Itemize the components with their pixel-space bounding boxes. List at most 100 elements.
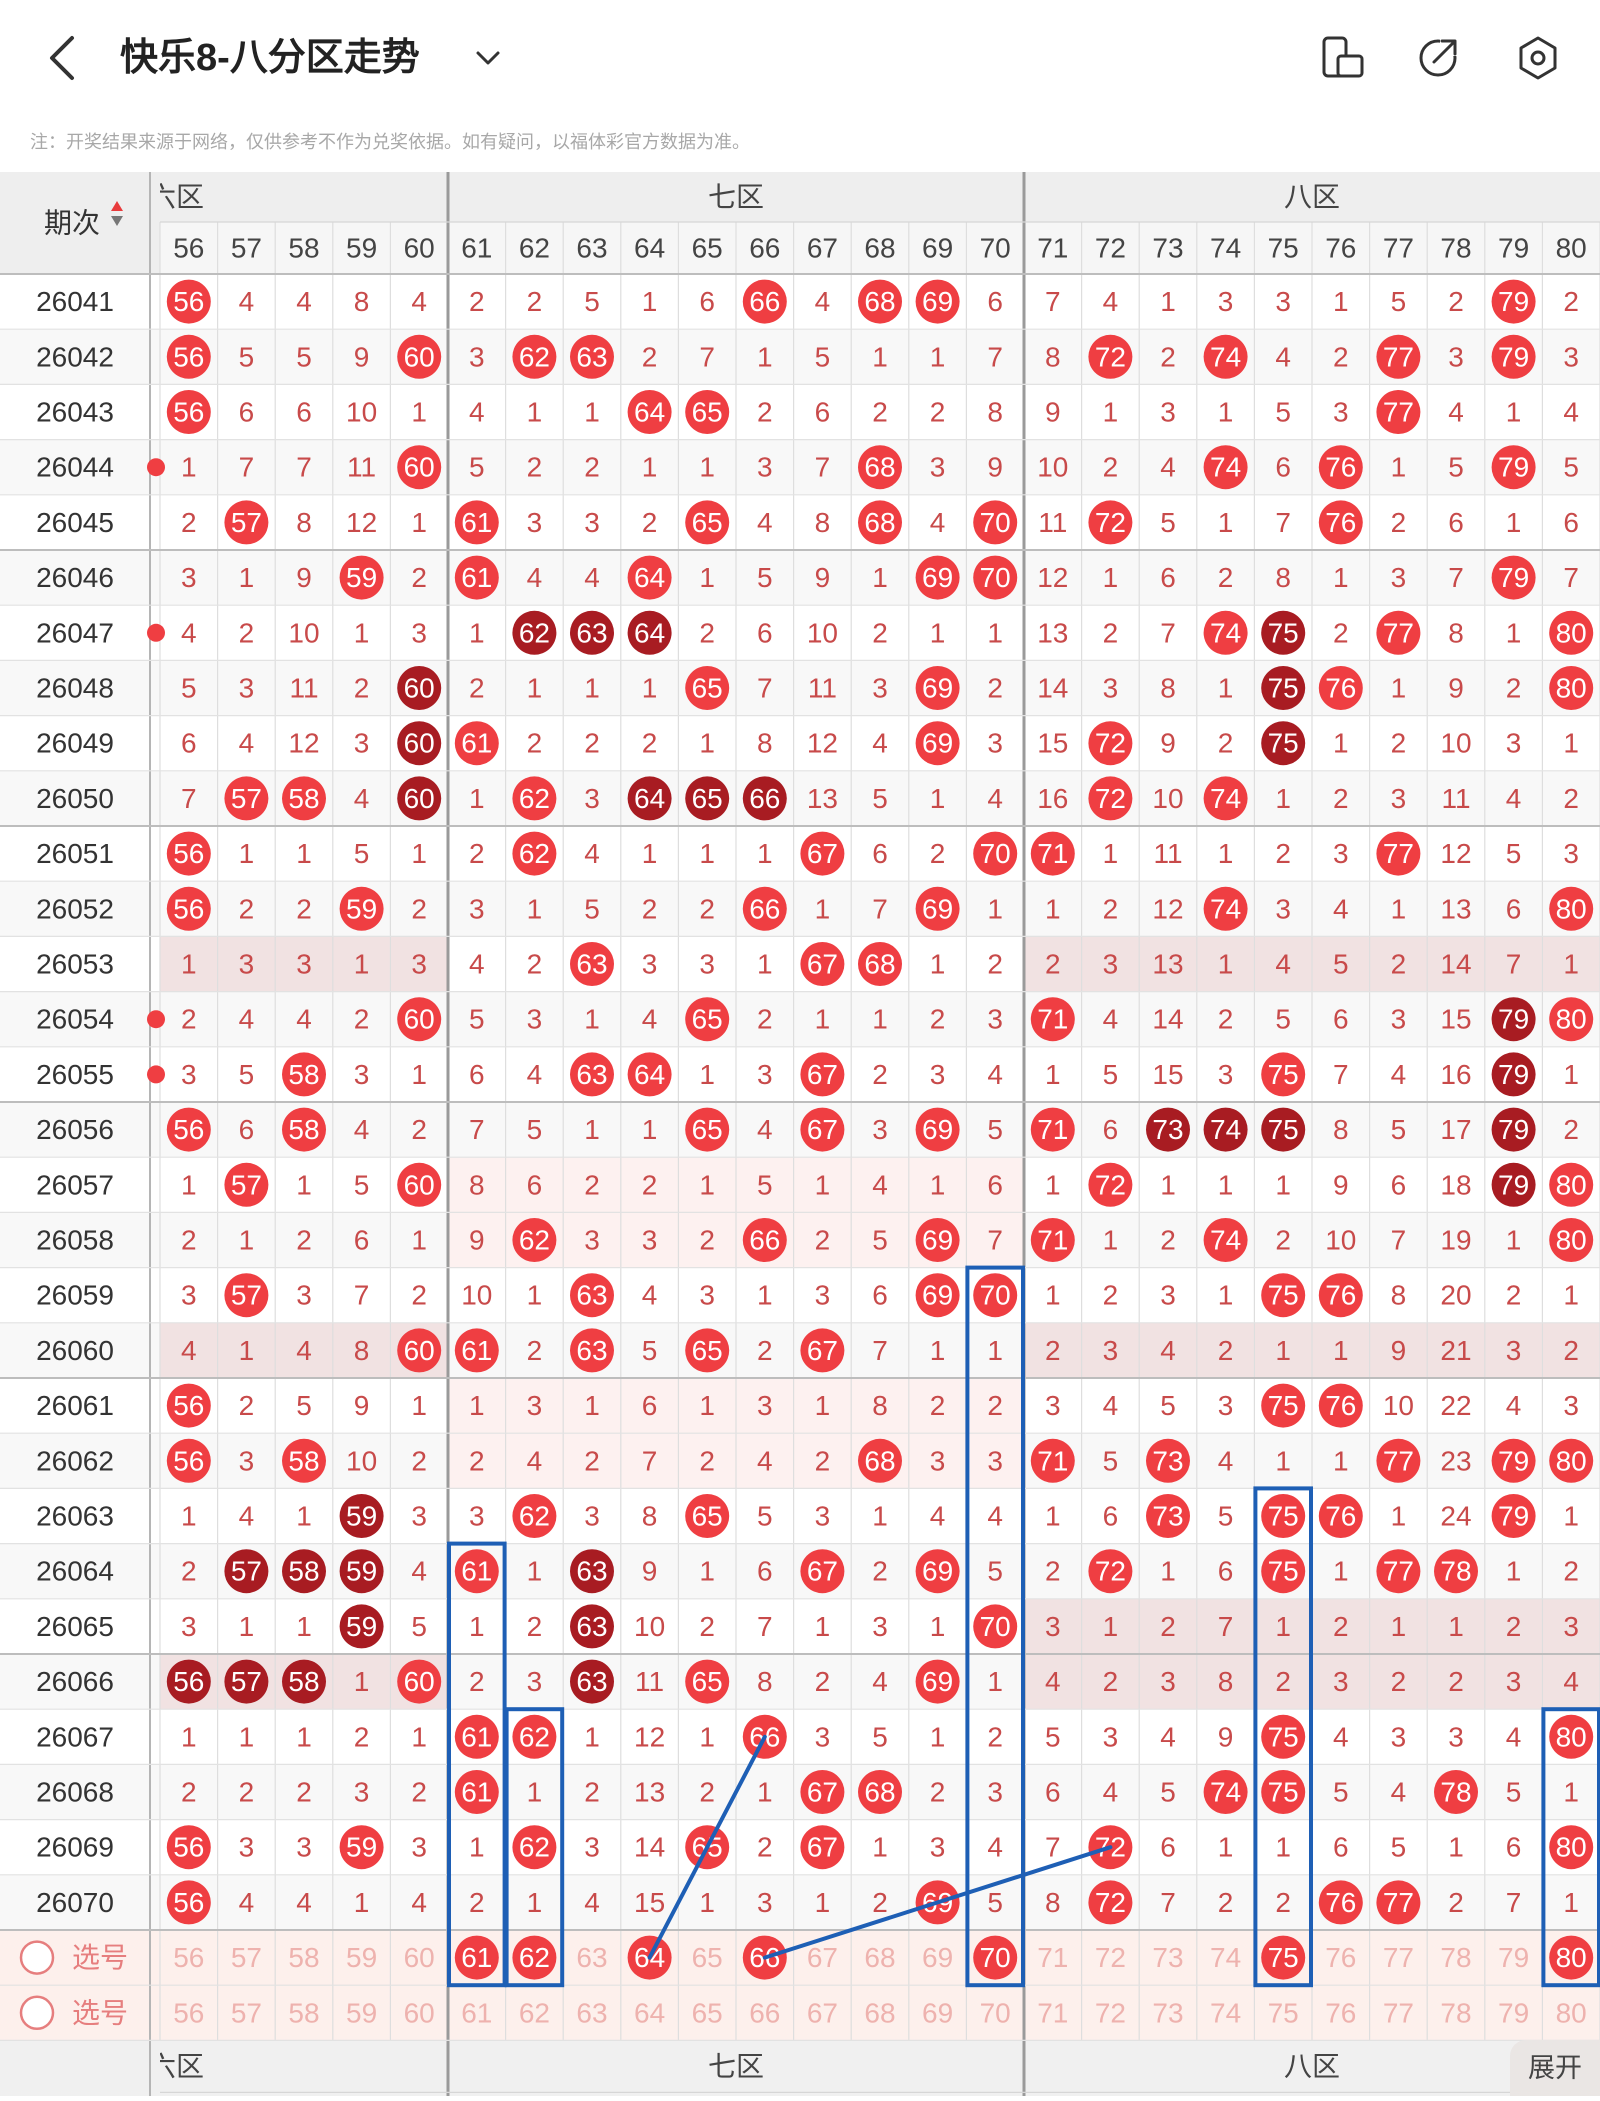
select-number-option[interactable]: 64 [634,1997,665,2028]
select-number-option[interactable]: 76 [1325,1942,1356,1973]
select-radio-icon[interactable] [19,1995,55,2031]
select-number-option[interactable]: 65 [692,1942,723,1973]
omission-count: 3 [527,1666,543,1697]
select-number-option[interactable]: 78 [1440,1942,1471,1973]
select-number-option[interactable]: 78 [1440,1997,1471,2028]
hit-ball [1491,997,1536,1042]
select-number-option[interactable]: 56 [173,1997,204,2028]
settings-icon[interactable] [1510,30,1566,86]
hit-ball [1549,1714,1594,1759]
selected-number[interactable]: 62 [519,1942,550,1973]
select-number-option[interactable]: 75 [1268,1997,1299,2028]
phone-rotate-icon[interactable] [1314,30,1370,86]
hit-ball [915,1659,960,1704]
omission-count: 3 [930,452,946,483]
omission-count: 3 [584,783,600,814]
selected-number[interactable]: 75 [1268,1942,1299,1973]
select-number-option[interactable]: 66 [749,1997,780,2028]
select-number-option[interactable]: 59 [346,1942,377,1973]
select-number-option[interactable]: 79 [1498,1942,1529,1973]
omission-count: 1 [469,1611,485,1642]
page-title[interactable]: 快乐8-八分区走势 [120,37,420,79]
omission-count: 1 [584,1004,600,1035]
select-row-label[interactable]: 选号 [72,1942,128,1973]
hit-ball [1261,1107,1306,1152]
selected-number[interactable]: 80 [1556,1942,1587,1973]
selected-ball[interactable] [454,1935,499,1980]
zone-header-7: 七区 [708,182,764,213]
select-number-option[interactable]: 77 [1383,1997,1414,2028]
share-icon[interactable] [1410,30,1466,86]
select-row-label[interactable]: 选号 [72,1997,128,2028]
select-number-option[interactable]: 73 [1152,1997,1183,2028]
hit-ball [1088,500,1133,545]
selected-number[interactable]: 61 [461,1942,492,1973]
omission-count: 1 [354,949,370,980]
select-number-option[interactable]: 68 [864,1942,895,1973]
hit-number: 68 [864,507,895,538]
select-number-option[interactable]: 69 [922,1997,953,2028]
select-number-option[interactable]: 63 [576,1942,607,1973]
select-number-option[interactable]: 59 [346,1997,377,2028]
selected-number[interactable]: 70 [980,1942,1011,1973]
expand-button[interactable]: 展开 [1510,2040,1600,2096]
omission-count: 2 [872,1887,888,1918]
select-number-option[interactable]: 63 [576,1997,607,2028]
omission-count: 9 [1045,397,1061,428]
omission-count: 1 [699,838,715,869]
omission-count: 1 [239,1225,255,1256]
hit-number: 74 [1210,1777,1241,1808]
select-number-option[interactable]: 58 [288,1942,319,1973]
omission-count: 5 [1391,286,1407,317]
select-number-option[interactable]: 60 [404,1997,435,2028]
select-number-option[interactable]: 67 [807,1942,838,1973]
select-number-option[interactable]: 74 [1210,1942,1241,1973]
omission-count: 1 [296,1501,312,1532]
select-number-option[interactable]: 57 [231,1997,262,2028]
omission-count: 1 [1218,673,1234,704]
back-icon[interactable] [34,28,94,88]
select-number-option[interactable]: 61 [461,1997,492,2028]
omission-count: 2 [181,507,197,538]
select-number-option[interactable]: 71 [1037,1997,1068,2028]
chevron-down-icon[interactable] [470,40,506,76]
select-number-option[interactable]: 72 [1095,1997,1126,2028]
select-number-option[interactable]: 57 [231,1942,262,1973]
selected-ball[interactable] [512,1935,557,1980]
select-number-option[interactable]: 76 [1325,1997,1356,2028]
select-number-option[interactable]: 65 [692,1997,723,2028]
omission-count: 4 [1506,783,1522,814]
select-number-option[interactable]: 74 [1210,1997,1241,2028]
hit-ball [454,1549,499,1594]
select-number-option[interactable]: 72 [1095,1942,1126,1973]
select-number-option[interactable]: 62 [519,1997,550,2028]
select-number-option[interactable]: 69 [922,1942,953,1973]
sort-up-icon[interactable] [111,201,123,211]
select-number-option[interactable]: 58 [288,1997,319,2028]
selected-ball[interactable] [1261,1935,1306,1980]
selected-ball[interactable] [973,1935,1018,1980]
select-number-option[interactable]: 71 [1037,1942,1068,1973]
omission-count: 5 [469,1004,485,1035]
select-number-option[interactable]: 80 [1556,1997,1587,2028]
select-number-option[interactable]: 77 [1383,1942,1414,1973]
select-number-option[interactable]: 70 [980,1997,1011,2028]
select-number-option[interactable]: 56 [173,1942,204,1973]
omission-count: 1 [757,838,773,869]
omission-count: 6 [757,617,773,648]
select-number-option[interactable]: 60 [404,1942,435,1973]
period-header[interactable]: 期次 [44,208,100,239]
hit-ball [454,1714,499,1759]
select-number-option[interactable]: 79 [1498,1997,1529,2028]
select-number-option[interactable]: 68 [864,1997,895,2028]
select-number-option[interactable]: 67 [807,1997,838,2028]
omission-count: 2 [1218,1335,1234,1366]
hit-ball [915,886,960,931]
omission-count: 2 [411,893,427,924]
select-number-option[interactable]: 73 [1152,1942,1183,1973]
select-radio-icon[interactable] [19,1940,55,1975]
selected-ball[interactable] [1549,1935,1594,1980]
omission-count: 1 [1333,728,1349,759]
sort-down-icon[interactable] [111,216,123,226]
